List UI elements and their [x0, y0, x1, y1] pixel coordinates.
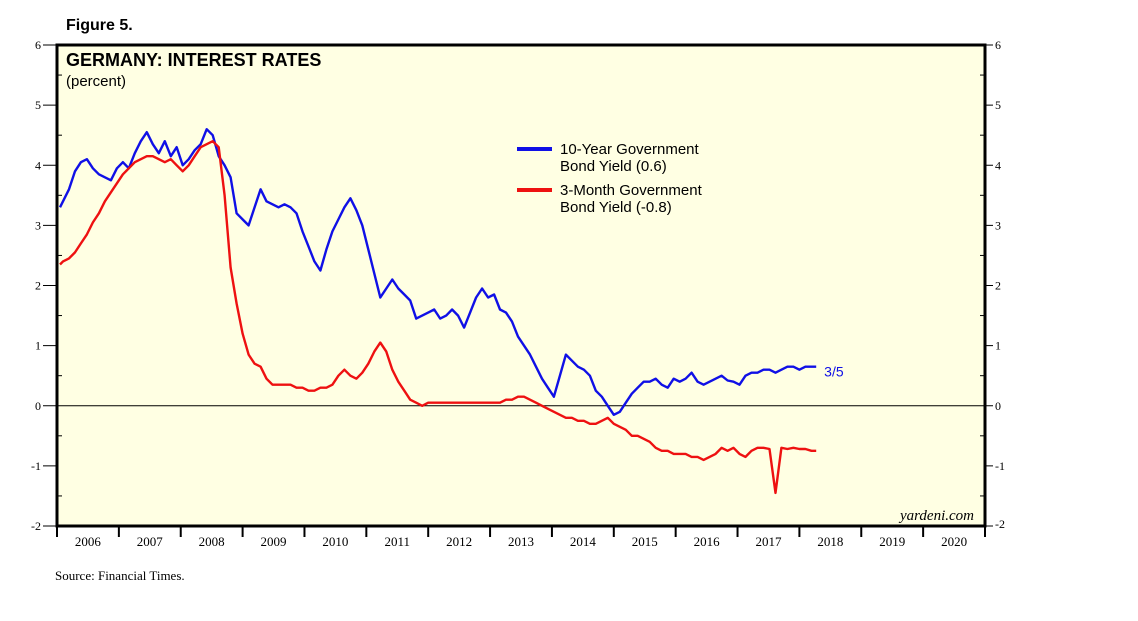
y-tick-label-left: 2 [35, 279, 41, 293]
y-tick-label-left: 1 [35, 339, 41, 353]
figure-label: Figure 5. [66, 17, 133, 34]
x-tick-label: 2009 [261, 534, 287, 549]
y-tick-label-right: 3 [995, 218, 1001, 232]
x-tick-label: 2016 [694, 534, 721, 549]
y-tick-label-right: 4 [995, 158, 1001, 172]
watermark: yardeni.com [898, 508, 974, 524]
plot-border [55, 43, 987, 528]
y-tick-label-right: 2 [995, 279, 1001, 293]
y-tick-label-left: 4 [35, 158, 41, 172]
y-tick-label-left: 6 [35, 38, 41, 52]
chart-subtitle: (percent) [66, 73, 126, 90]
series-lines [58, 127, 817, 495]
y-tick-label-left: 5 [35, 98, 41, 112]
series-line-3m [59, 139, 817, 495]
x-axis-ticks: 2006 2007 2008 2009 2010 2011 2012 2013 2014 2015… [56, 526, 986, 549]
y-tick-label-right: 1 [995, 339, 1001, 353]
legend: 10-Year Government Bond Yield (0.6) 3-Mo… [517, 141, 703, 216]
legend-label-10y-line2: Bond Yield (0.6) [560, 158, 667, 175]
last-point-label: 3/5 [824, 364, 844, 380]
legend-label-10y-line1: 10-Year Government [560, 141, 700, 158]
y-tick-label-left: -2 [31, 519, 41, 533]
y-tick-label-left: 3 [35, 218, 41, 232]
x-tick-label: 2011 [385, 534, 411, 549]
x-tick-label: 2020 [941, 534, 967, 549]
y-tick-label-left: 0 [35, 399, 41, 413]
x-tick-label: 2006 [75, 534, 102, 549]
plot-background [57, 45, 985, 526]
y-tick-label-left: -1 [31, 459, 41, 473]
y-tick-label-right: 0 [995, 399, 1001, 413]
x-tick-label: 2013 [508, 534, 534, 549]
legend-label-3m-line2: Bond Yield (-0.8) [560, 199, 672, 216]
y-tick-label-right: 5 [995, 98, 1001, 112]
x-tick-label: 2008 [199, 534, 225, 549]
source-note: Source: Financial Times. [55, 568, 185, 583]
left-axis-ticks: 6 5 4 3 2 1 0 -1 -2 [31, 38, 62, 533]
x-tick-label: 2017 [755, 534, 782, 549]
x-tick-label: 2018 [817, 534, 843, 549]
y-tick-label-right: -2 [995, 517, 1005, 531]
x-tick-label: 2014 [570, 534, 597, 549]
y-tick-label-right: 6 [995, 38, 1001, 52]
y-tick-label-right: -1 [995, 459, 1005, 473]
x-tick-label: 2012 [446, 534, 472, 549]
chart-title: GERMANY: INTEREST RATES [66, 50, 321, 70]
x-tick-label: 2019 [879, 534, 905, 549]
x-tick-label: 2010 [322, 534, 348, 549]
x-tick-label: 2015 [632, 534, 658, 549]
series-line-10y [58, 127, 817, 416]
legend-label-3m-line1: 3-Month Government [560, 182, 703, 199]
x-tick-label: 2007 [137, 534, 164, 549]
